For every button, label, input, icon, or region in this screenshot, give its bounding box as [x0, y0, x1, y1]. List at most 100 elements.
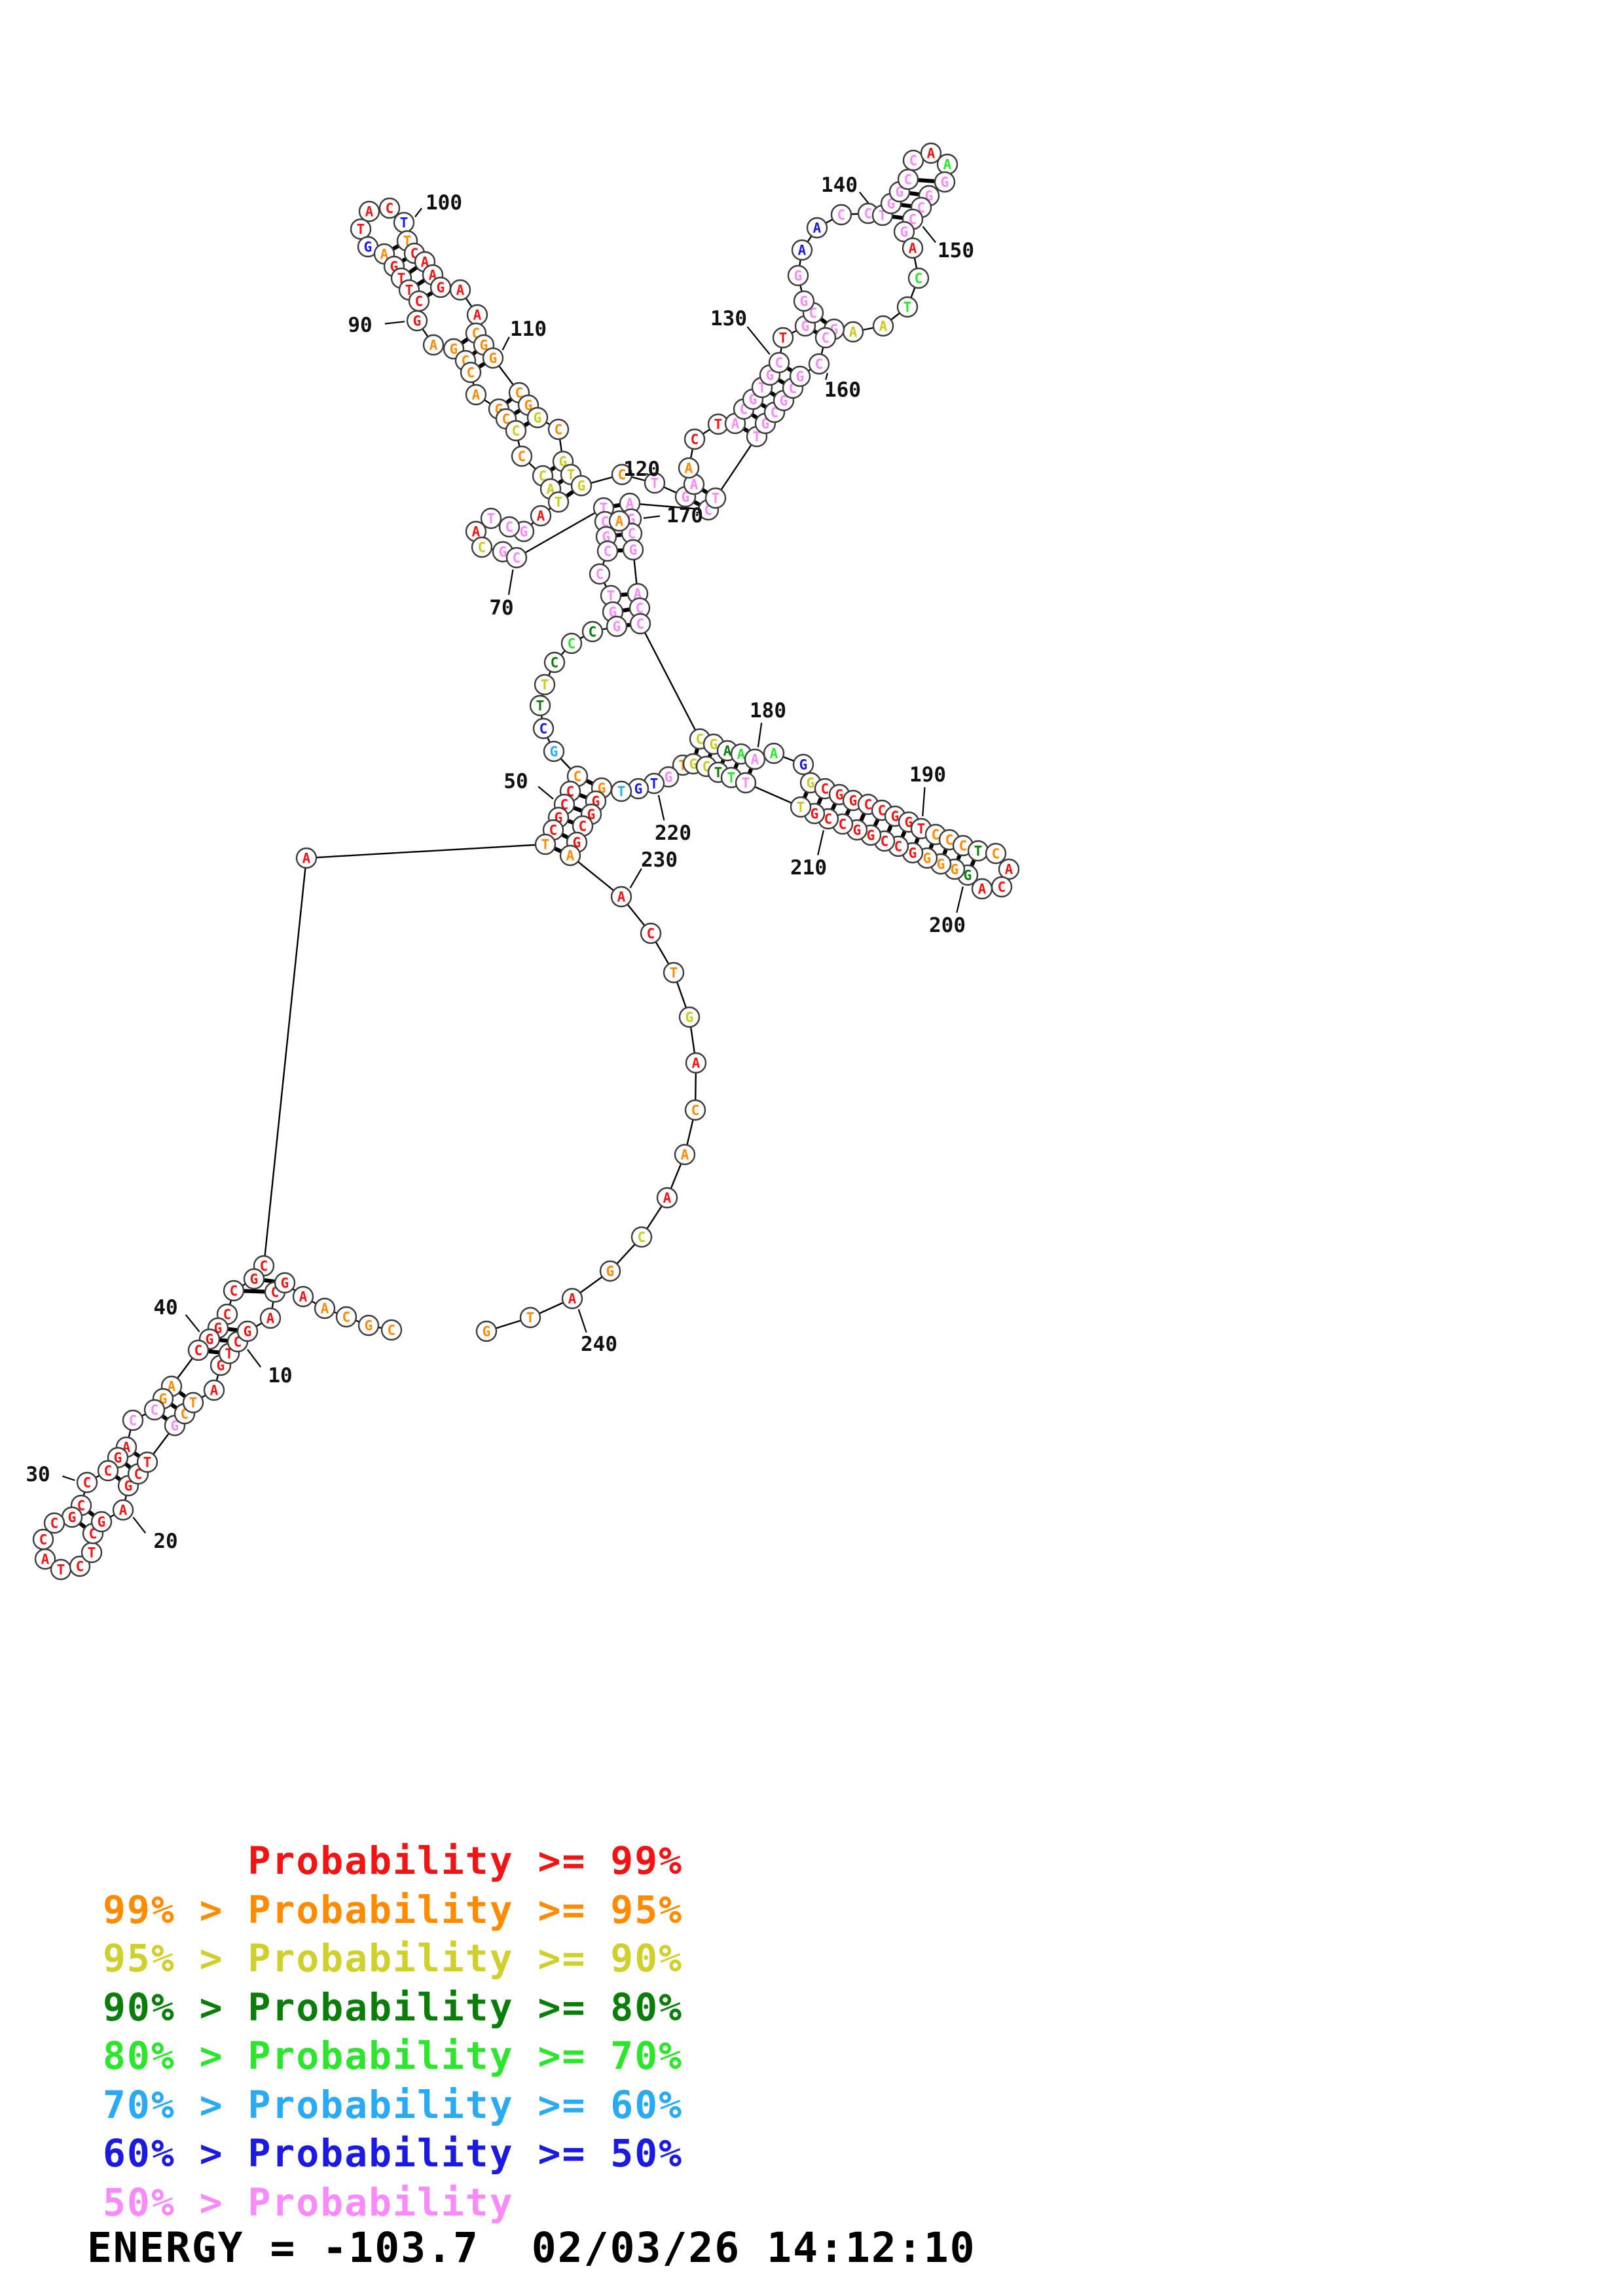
nucleotide-letter: G [68, 1510, 77, 1526]
nucleotide-letter: C [837, 207, 846, 223]
nucleotide-letter: C [864, 797, 873, 813]
label-leader-line [185, 1314, 200, 1333]
nucleotide-node [644, 472, 666, 494]
nucleotide-node [789, 365, 811, 387]
nucleotide-node [122, 1409, 144, 1431]
nucleotide-letter: C [945, 833, 954, 848]
nucleotide-letter: G [853, 823, 862, 838]
nucleotide-letter: G [800, 294, 809, 310]
nucleotide-letter: A [849, 325, 858, 340]
nucleotide-letter: G [613, 619, 621, 635]
nucleotide-letter: T [917, 821, 926, 837]
position-label: 230 [641, 848, 678, 872]
label-leader-line [384, 321, 405, 325]
nucleotide-letter: G [909, 846, 917, 861]
nucleotide-letter: C [223, 1307, 232, 1323]
nucleotide-node [350, 218, 372, 240]
nucleotide-node [505, 420, 527, 442]
nucleotide-letter: C [50, 1516, 59, 1532]
nucleotide-node [704, 487, 727, 509]
nucleotide-letter: G [796, 369, 805, 385]
nucleotide-node [543, 651, 566, 673]
nucleotide-node [806, 217, 828, 239]
nucleotide-letter: A [943, 157, 952, 173]
nucleotide-node [314, 1297, 336, 1319]
nucleotide-letter: C [628, 526, 636, 542]
backbone-line [570, 855, 622, 897]
nucleotide-letter: A [1005, 862, 1013, 878]
nucleotide-letter: C [512, 423, 520, 439]
nucleotide-letter: C [618, 467, 627, 483]
nucleotide-letter: T [607, 588, 615, 604]
nucleotide-node [656, 1187, 678, 1209]
nucleotide-letter: C [647, 926, 655, 942]
nucleotide-node [259, 1307, 282, 1329]
nucleotide-letter: C [549, 823, 558, 838]
nucleotide-letter: G [665, 770, 673, 785]
nucleotide-node [358, 200, 380, 223]
nucleotide-node [561, 1287, 583, 1310]
nucleotide-letter: C [932, 827, 940, 843]
nucleotide-letter: T [670, 965, 678, 981]
nucleotide-letter: A [302, 851, 311, 867]
label-leader-line [501, 336, 510, 351]
nucleotide-node [530, 505, 552, 527]
nucleotide-letter: A [813, 221, 822, 236]
label-leader-line [414, 207, 422, 218]
energy-line: ENERGY = -103.7 02/03/26 14:12:10 [87, 2224, 976, 2272]
nucleotide-letter: A [473, 308, 482, 323]
backbone-line [263, 857, 308, 1266]
nucleotide-letter: G [450, 342, 458, 357]
backbone-line [715, 436, 757, 499]
legend-row-0: Probability >= 99% [103, 1839, 684, 1883]
nucleotide-letter: C [260, 1259, 268, 1274]
position-label: 90 [348, 314, 372, 337]
nucleotide-node [793, 290, 815, 312]
nucleotide-letter: C [518, 449, 526, 465]
label-leader-line [577, 1308, 587, 1333]
nucleotide-letter: G [811, 806, 819, 822]
nucleotide-node [422, 334, 445, 356]
nucleotide-letter: C [151, 1403, 159, 1418]
nucleotide-node [790, 796, 812, 818]
position-label: 130 [710, 307, 747, 331]
label-leader-line [922, 787, 926, 817]
nucleotide-node [534, 673, 556, 696]
nucleotide-letter: T [742, 776, 750, 791]
nucleotide-letter: A [472, 524, 481, 540]
nucleotide-letter: T [487, 511, 496, 527]
backbone-line [516, 507, 604, 559]
nucleotide-letter: G [365, 1318, 373, 1334]
nucleotide-letter: G [250, 1272, 259, 1287]
nucleotide-letter: T [779, 331, 788, 346]
nucleotide-node [581, 620, 604, 643]
nucleotide-node [519, 1306, 541, 1329]
nucleotide-node [596, 540, 619, 562]
nucleotide-node [475, 1320, 498, 1342]
nucleotide-letter: C [915, 271, 923, 287]
nucleotide-letter: A [626, 496, 634, 512]
nucleotide-node [772, 327, 794, 349]
nucleotide-letter: T [357, 222, 365, 238]
nucleotide-node [143, 1399, 166, 1421]
nucleotide-letter: G [114, 1450, 122, 1466]
nucleotide-node [43, 1512, 65, 1534]
nucleotide-node [335, 1306, 357, 1328]
nucleotide-node [378, 197, 401, 219]
nucleotide-letter: A [927, 146, 936, 162]
nucleotide-node [547, 418, 570, 440]
nucleotide-letter: C [589, 624, 597, 640]
backbone-line [629, 502, 709, 511]
nucleotide-node [136, 1451, 158, 1473]
nucleotide-node [292, 1285, 314, 1308]
nucleotide-node [34, 1548, 56, 1570]
nucleotide-letter: G [951, 862, 959, 878]
nucleotide-node [763, 742, 785, 764]
nucleotide-node [505, 547, 528, 569]
label-leader-line [538, 785, 554, 800]
nucleotide-node [791, 239, 813, 261]
nucleotide-letter: T [57, 1562, 65, 1578]
position-label: 50 [503, 770, 528, 793]
label-leader-line [922, 226, 936, 243]
